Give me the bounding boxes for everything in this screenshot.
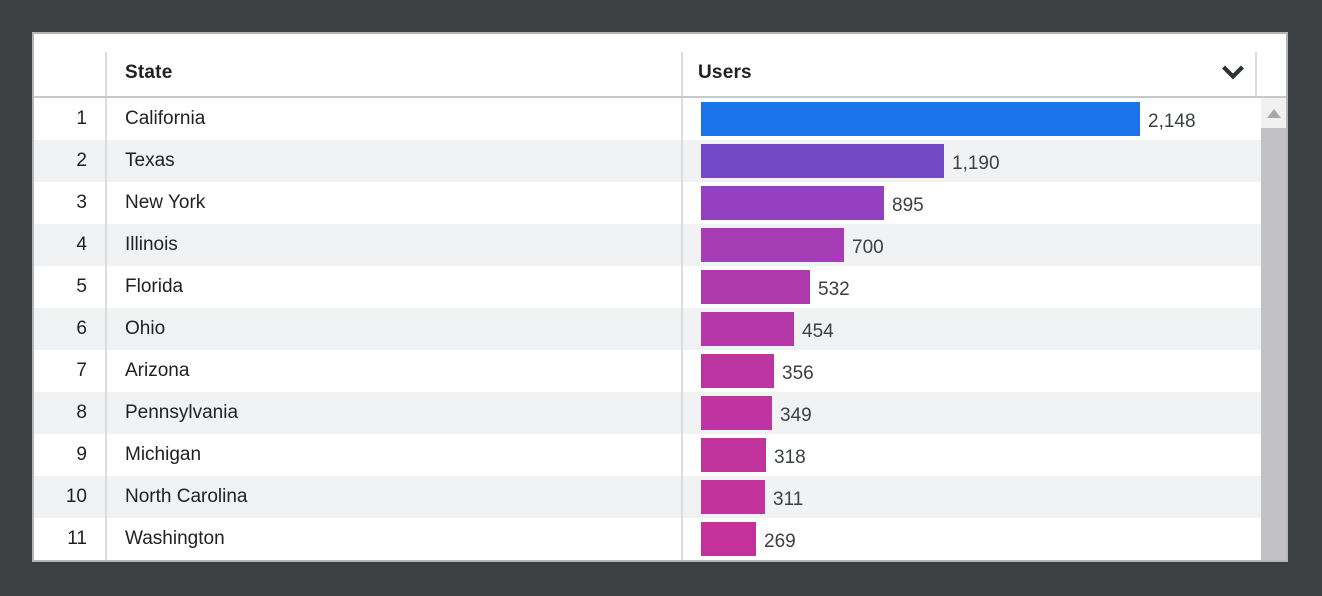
row-rank: 6 xyxy=(34,308,107,350)
table-row: 10 North Carolina 311 xyxy=(34,476,1286,518)
row-users-cell: 269 xyxy=(683,518,1286,560)
row-state-name: Florida xyxy=(107,266,683,308)
row-state-name: Texas xyxy=(107,140,683,182)
vertical-scrollbar[interactable] xyxy=(1261,98,1286,560)
row-state-name: Illinois xyxy=(107,224,683,266)
users-value: 700 xyxy=(852,237,884,258)
row-users-cell: 700 xyxy=(683,224,1286,266)
row-rank: 7 xyxy=(34,350,107,392)
users-bar xyxy=(701,144,944,178)
table-row: 11 Washington 269 xyxy=(34,518,1286,560)
users-bar xyxy=(701,396,772,430)
users-by-state-table-card: State Users 1 California 2,148 2 Texas 1… xyxy=(32,32,1288,562)
row-rank: 10 xyxy=(34,476,107,518)
table-row: 7 Arizona 356 xyxy=(34,350,1286,392)
users-bar xyxy=(701,186,884,220)
row-users-cell: 1,190 xyxy=(683,140,1286,182)
row-users-cell: 318 xyxy=(683,434,1286,476)
header-separator xyxy=(681,52,683,96)
row-state-name: North Carolina xyxy=(107,476,683,518)
row-users-cell: 895 xyxy=(683,182,1286,224)
row-state-name: New York xyxy=(107,182,683,224)
users-value: 311 xyxy=(773,489,804,510)
table-row: 8 Pennsylvania 349 xyxy=(34,392,1286,434)
users-value: 349 xyxy=(780,405,812,426)
users-value: 269 xyxy=(764,531,796,552)
table-row: 9 Michigan 318 xyxy=(34,434,1286,476)
row-users-cell: 356 xyxy=(683,350,1286,392)
chevron-down-icon[interactable] xyxy=(1220,64,1246,82)
table-row: 1 California 2,148 xyxy=(34,98,1286,140)
users-bar xyxy=(701,270,810,304)
row-rank: 4 xyxy=(34,224,107,266)
table-row: 5 Florida 532 xyxy=(34,266,1286,308)
scrollbar-up-button[interactable] xyxy=(1261,98,1286,128)
header-separator xyxy=(105,52,107,96)
row-users-cell: 2,148 xyxy=(683,98,1286,140)
row-users-cell: 454 xyxy=(683,308,1286,350)
users-value: 532 xyxy=(818,279,850,300)
row-state-name: Pennsylvania xyxy=(107,392,683,434)
users-value: 1,190 xyxy=(952,153,1000,174)
row-state-name: Michigan xyxy=(107,434,683,476)
users-value: 895 xyxy=(892,195,924,216)
row-rank: 9 xyxy=(34,434,107,476)
table-body: 1 California 2,148 2 Texas 1,190 3 New Y… xyxy=(34,98,1286,560)
row-rank: 1 xyxy=(34,98,107,140)
row-users-cell: 532 xyxy=(683,266,1286,308)
users-bar xyxy=(701,102,1140,136)
users-value: 2,148 xyxy=(1148,111,1196,132)
row-rank: 8 xyxy=(34,392,107,434)
row-users-cell: 311 xyxy=(683,476,1286,518)
users-bar xyxy=(701,438,766,472)
column-header-state[interactable]: State xyxy=(125,62,173,83)
users-bar xyxy=(701,312,794,346)
row-state-name: Ohio xyxy=(107,308,683,350)
table-row: 4 Illinois 700 xyxy=(34,224,1286,266)
row-rank: 5 xyxy=(34,266,107,308)
users-bar xyxy=(701,354,774,388)
row-rank: 3 xyxy=(34,182,107,224)
scrollbar-thumb[interactable] xyxy=(1261,128,1286,560)
row-users-cell: 349 xyxy=(683,392,1286,434)
users-value: 356 xyxy=(782,363,814,384)
table-row: 6 Ohio 454 xyxy=(34,308,1286,350)
row-rank: 2 xyxy=(34,140,107,182)
triangle-up-icon xyxy=(1266,108,1281,118)
users-bar xyxy=(701,480,765,514)
users-value: 454 xyxy=(802,321,834,342)
row-state-name: California xyxy=(107,98,683,140)
column-header-users[interactable]: Users xyxy=(698,62,752,83)
row-state-name: Washington xyxy=(107,518,683,560)
users-bar xyxy=(701,228,844,262)
table-header-row: State Users xyxy=(34,34,1286,98)
table-row: 2 Texas 1,190 xyxy=(34,140,1286,182)
row-rank: 11 xyxy=(34,518,107,560)
header-separator xyxy=(1255,52,1257,96)
table-row: 3 New York 895 xyxy=(34,182,1286,224)
row-state-name: Arizona xyxy=(107,350,683,392)
users-bar xyxy=(701,522,756,556)
users-value: 318 xyxy=(774,447,806,468)
